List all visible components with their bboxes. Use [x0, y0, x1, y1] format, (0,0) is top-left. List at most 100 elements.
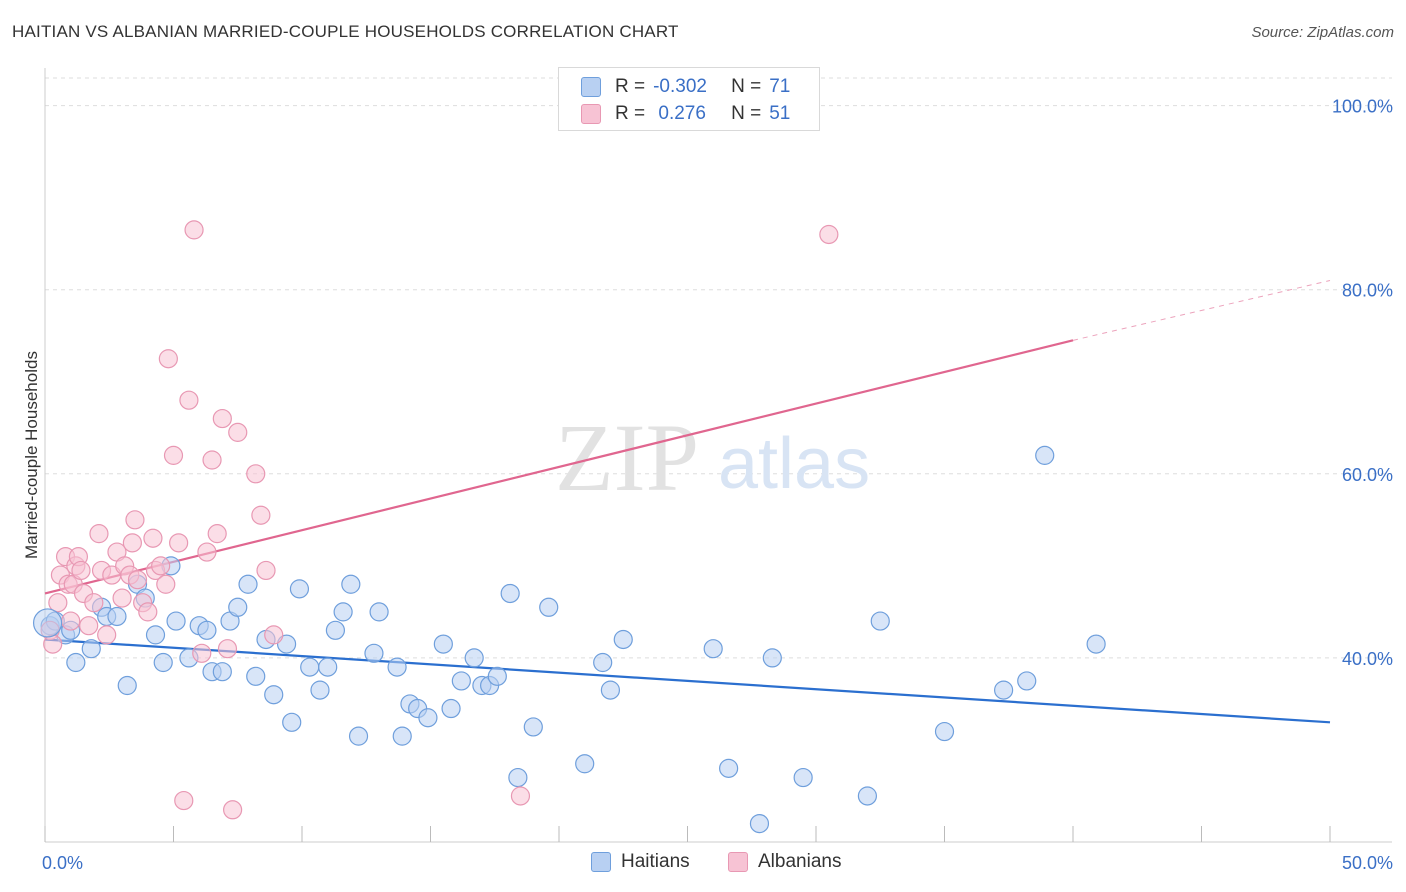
haitian-point	[487, 666, 507, 686]
albanian-point	[163, 445, 184, 465]
haitians-legend-label: Haitians	[621, 851, 690, 872]
albanians-legend-label: Albanians	[758, 851, 842, 872]
albanian-point	[197, 542, 217, 562]
albanian-point	[143, 528, 163, 548]
haitian-point	[145, 625, 166, 645]
haitian-point	[934, 721, 955, 742]
n-value: 51	[769, 103, 791, 124]
haitian-point	[348, 726, 369, 746]
haitian-point	[369, 602, 389, 622]
albanian-point	[89, 524, 109, 544]
albanian-point	[223, 800, 243, 820]
legend-albanians: Albanians	[728, 851, 841, 873]
haitian-point	[387, 657, 407, 677]
albanian-point	[112, 588, 132, 608]
albanians-swatch	[581, 104, 601, 124]
albanian-point	[202, 450, 222, 470]
y-tick-label: 80.0%	[1342, 281, 1393, 301]
haitian-point	[310, 680, 330, 700]
haitian-point	[539, 597, 559, 617]
albanian-point	[510, 786, 531, 806]
tick-labels: 40.0% 60.0% 80.0% 100.0% 0.0% 50.0%	[42, 97, 1393, 873]
albanian-point	[156, 574, 176, 594]
haitian-point	[500, 583, 520, 604]
axes	[44, 68, 1392, 843]
source-label: Source: ZipAtlas.com	[1251, 24, 1394, 41]
albanian-point	[819, 224, 839, 245]
x-tick-label: 50.0%	[1342, 853, 1393, 873]
haitian-point	[300, 657, 320, 677]
haitian-point	[318, 657, 338, 677]
haitian-point	[593, 652, 613, 673]
legend-haitians: Haitians	[591, 851, 690, 873]
data-points	[32, 220, 1106, 834]
haitian-point	[197, 620, 217, 640]
watermark-atlas: atlas	[718, 424, 870, 504]
haitian-point	[703, 639, 723, 659]
haitian-point	[575, 754, 595, 774]
albanian-point	[138, 602, 158, 622]
albanian-point	[217, 639, 238, 659]
albanians-legend-swatch	[728, 852, 748, 872]
haitian-point	[66, 652, 86, 673]
albanian-point	[169, 533, 189, 553]
haitian-point	[719, 758, 739, 778]
legend-row-haitians: R = -0.302 N = 71	[581, 72, 790, 102]
watermark-zip: ZIP	[555, 404, 699, 511]
haitian-point	[333, 602, 353, 622]
albanian-point	[84, 593, 104, 613]
haitian-point	[523, 717, 543, 737]
haitian-point	[441, 698, 461, 719]
haitian-point	[464, 648, 484, 668]
haitian-point	[264, 685, 284, 705]
albanian-point	[158, 349, 178, 369]
albanian-point	[246, 464, 266, 484]
r-label: R =	[615, 103, 646, 124]
correlation-legend: R = -0.302 N = 71 R = 0.276 N = 51	[558, 67, 820, 131]
haitian-point	[749, 813, 770, 834]
haitian-trend-line	[44, 638, 1331, 724]
haitian-point	[1017, 671, 1037, 691]
albanian-trend-extension	[1072, 280, 1331, 341]
albanian-point	[43, 634, 63, 654]
haitian-point	[762, 648, 782, 668]
albanian-point	[264, 625, 284, 645]
haitian-point	[212, 662, 232, 682]
albanian-point	[251, 505, 271, 525]
albanian-point	[71, 560, 91, 581]
albanian-point	[125, 510, 145, 530]
haitian-point	[451, 671, 471, 691]
haitian-point	[282, 712, 302, 732]
albanian-point	[127, 570, 148, 590]
watermark: ZIP atlas	[555, 404, 870, 511]
albanian-point	[184, 220, 204, 240]
haitian-point	[600, 680, 621, 700]
haitian-point	[32, 608, 63, 638]
haitian-point	[870, 611, 890, 631]
haitian-point	[364, 643, 384, 663]
albanian-point	[174, 790, 194, 811]
albanian-point	[151, 556, 171, 576]
albanian-point	[122, 533, 142, 553]
haitian-point	[1086, 634, 1106, 654]
haitian-point	[153, 652, 173, 673]
y-tick-label: 60.0%	[1342, 465, 1393, 485]
albanian-point	[207, 524, 227, 544]
y-tick-label: 100.0%	[1332, 97, 1393, 117]
r-label: R =	[615, 76, 646, 97]
n-value: 71	[769, 76, 791, 97]
legend-row-albanians: R = 0.276 N = 51	[581, 99, 790, 129]
albanian-point	[48, 593, 68, 613]
haitian-point	[994, 680, 1014, 700]
haitian-point	[238, 574, 258, 594]
haitian-point	[392, 726, 412, 746]
haitian-point	[81, 639, 101, 659]
x-tick-label: 0.0%	[42, 853, 83, 873]
haitian-point	[793, 767, 813, 788]
haitian-point	[107, 606, 127, 627]
albanian-point	[79, 616, 99, 636]
n-label: N =	[731, 76, 762, 97]
haitian-point	[508, 767, 528, 788]
grid-lines	[45, 77, 1392, 659]
